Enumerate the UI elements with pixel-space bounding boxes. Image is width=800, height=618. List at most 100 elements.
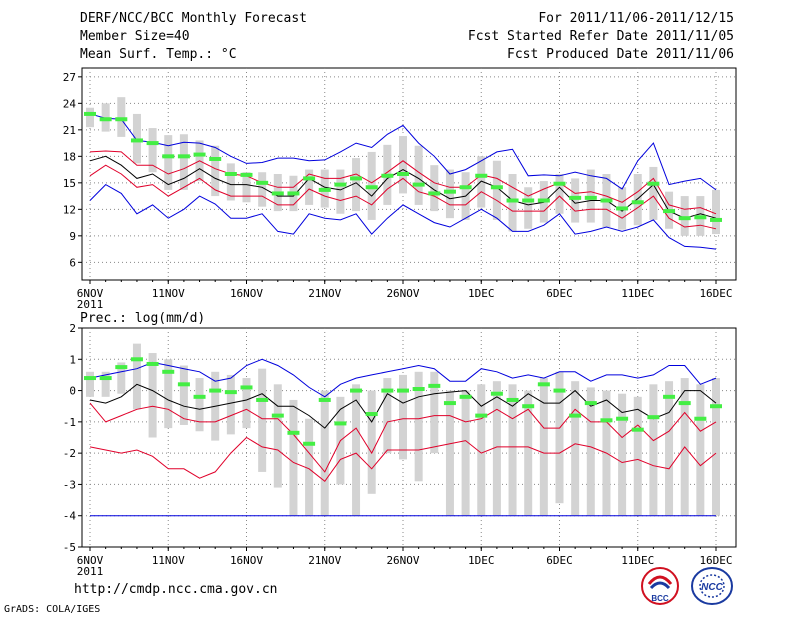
- prec-ensemble-box: [477, 384, 486, 516]
- prec-observed-marker: [584, 401, 597, 406]
- temp-plot-frame: [81, 67, 737, 281]
- prec-x-tick-label: 16NOV: [230, 554, 263, 567]
- temp-y-tick-label: 15: [63, 177, 76, 190]
- prec-ensemble-box: [571, 381, 580, 516]
- temp-ensemble-box: [414, 145, 423, 205]
- temp-ensemble-box: [148, 128, 157, 173]
- temp-ensemble-box: [336, 169, 345, 214]
- prec-inner-max-line: [89, 402, 717, 473]
- prec-outer-max-line: [89, 358, 717, 398]
- prec-x-tick-label: 16DEC: [699, 554, 732, 567]
- temp-observed-marker: [365, 185, 378, 190]
- temp-ensemble-box: [492, 160, 501, 220]
- temp-observed-marker: [616, 206, 629, 211]
- temp-observed-marker: [381, 173, 394, 178]
- prec-ensemble-box: [195, 378, 204, 432]
- temp-observed-marker: [256, 180, 269, 185]
- temp-x-tick-label: 11NOV: [152, 287, 185, 300]
- member-size-label: Member Size=40: [80, 29, 190, 44]
- prec-observed-marker: [678, 401, 691, 406]
- temp-y-tick-label: 6: [69, 256, 76, 269]
- temp-ensemble-box: [571, 178, 580, 223]
- temp-outer-max-line: [89, 113, 717, 191]
- temp-observed-marker: [177, 154, 190, 159]
- prec-observed-marker: [616, 416, 629, 421]
- prec-observed-marker: [522, 404, 535, 409]
- prec-observed-marker: [569, 413, 582, 418]
- prec-ensemble-box: [508, 384, 517, 516]
- prec-ensemble-box: [101, 371, 110, 397]
- prec-ensemble-box: [273, 384, 282, 488]
- prec-ensemble-box: [86, 371, 94, 397]
- temp-ensemble-box: [242, 172, 251, 203]
- prec-plot-frame: [81, 327, 737, 548]
- temp-y-tick-label: 27: [63, 71, 76, 84]
- prec-ensemble-box: [148, 353, 157, 438]
- temp-observed-marker: [162, 154, 175, 159]
- prec-observed-marker: [647, 415, 660, 420]
- prec-y-tick-label: 1: [69, 353, 76, 366]
- prec-observed-marker: [318, 397, 331, 402]
- temp-x-tick-label: 16NOV: [230, 287, 263, 300]
- temp-observed-marker: [209, 156, 222, 161]
- prec-observed-marker: [553, 388, 566, 393]
- temp-x-tick-label: 11DEC: [621, 287, 654, 300]
- prec-ensemble-box: [633, 396, 642, 516]
- prec-observed-marker: [209, 388, 222, 393]
- prec-x-tick-label: 26NOV: [386, 554, 419, 567]
- prec-x-tick-label: 6DEC: [546, 554, 573, 567]
- temp-ensemble-box: [712, 189, 720, 235]
- prec-observed-marker: [334, 421, 347, 426]
- prec-observed-marker: [381, 388, 394, 393]
- temp-inner-max-line: [89, 150, 717, 215]
- temp-observed-marker: [710, 217, 722, 222]
- prec-observed-marker: [99, 376, 112, 381]
- temp-ensemble-box: [680, 196, 689, 236]
- prec-ensemble-box: [367, 390, 376, 494]
- bcc-logo: BCC: [641, 567, 679, 605]
- temp-observed-marker: [146, 141, 159, 146]
- prec-observed-marker: [193, 394, 206, 399]
- source-url[interactable]: http://cmdp.ncc.cma.gov.cn: [74, 582, 278, 597]
- temp-ensemble-box: [305, 169, 314, 205]
- prec-observed-marker: [115, 365, 128, 370]
- prec-ensemble-box: [132, 343, 141, 410]
- refer-date: Fcst Started Refer Date 2011/11/05: [467, 29, 734, 44]
- temp-observed-marker: [459, 185, 472, 190]
- temp-ensemble-box: [86, 107, 94, 128]
- prec-observed-marker: [412, 387, 425, 392]
- temp-ensemble-box: [226, 163, 235, 201]
- temp-observed-marker: [490, 185, 503, 190]
- temp-inner-min-line: [89, 164, 717, 230]
- prec-observed-marker: [287, 430, 300, 435]
- prec-x-tick-label: 11NOV: [152, 554, 185, 567]
- variable-label: Mean Surf. Temp.: °C: [80, 47, 237, 62]
- prec-y-tick-label: -3: [63, 478, 76, 491]
- temp-outer-min-line: [89, 183, 717, 250]
- prec-observed-marker: [303, 441, 316, 446]
- temp-observed-marker: [522, 198, 535, 203]
- prec-observed-marker: [428, 383, 441, 388]
- prec-ensemble-box: [524, 390, 533, 516]
- prec-observed-marker: [631, 427, 644, 432]
- temp-ensemble-box: [179, 134, 188, 190]
- prec-y-tick-label: -2: [63, 447, 76, 460]
- temp-observed-marker: [318, 187, 331, 192]
- prec-panel-title: Prec.: log(mm/d): [80, 311, 205, 326]
- temp-observed-marker: [537, 198, 550, 203]
- temp-observed-marker: [475, 173, 488, 178]
- prec-observed-marker: [537, 382, 550, 387]
- prec-ensemble-box: [586, 387, 595, 516]
- prec-observed-marker: [600, 418, 613, 423]
- temp-ensemble-box: [649, 166, 658, 220]
- prec-ensemble-box: [430, 371, 439, 454]
- temp-observed-marker: [303, 176, 316, 181]
- temp-observed-marker: [334, 182, 347, 187]
- prec-y-tick-label: 0: [69, 385, 76, 398]
- temp-x-tick-label: 16DEC: [699, 287, 732, 300]
- temp-observed-marker: [224, 172, 237, 176]
- temp-observed-marker: [678, 216, 691, 221]
- prec-ensemble-box: [414, 371, 423, 482]
- temp-y-tick-label: 21: [63, 124, 76, 137]
- temp-observed-marker: [193, 152, 206, 157]
